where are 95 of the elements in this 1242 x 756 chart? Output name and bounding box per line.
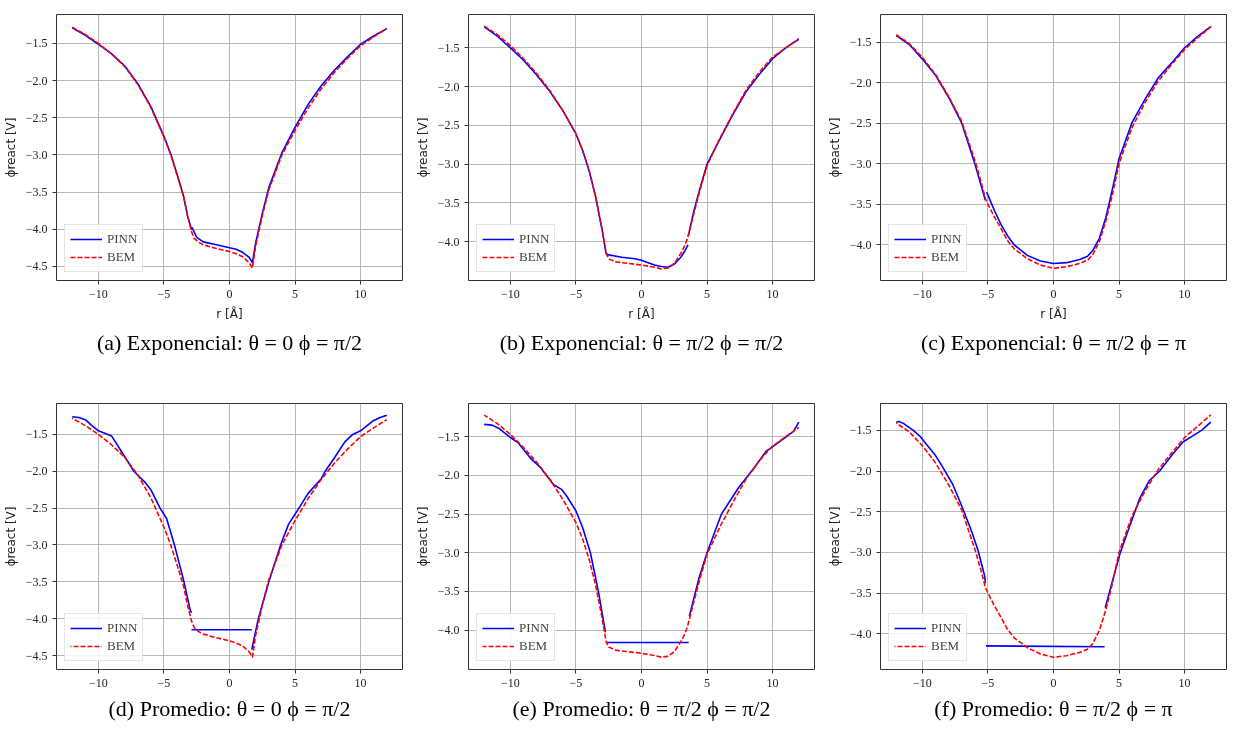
- x-tick-label: 0: [226, 286, 233, 301]
- y-axis-title: ϕreact [V]: [827, 506, 842, 567]
- text: (e) Promedio: θ = π/2 ϕ = π/2: [512, 695, 771, 721]
- x-tick-label: 10: [1178, 675, 1191, 690]
- text: (b) Exponencial: θ = π/2 ϕ = π/2: [499, 329, 784, 355]
- y-tick-label: −2.5: [437, 507, 460, 522]
- legend-label: BEM: [931, 248, 960, 266]
- y-axis-title: ϕreact [V]: [3, 506, 18, 567]
- x-tick-label: −5: [981, 286, 995, 301]
- x-tick-label: −10: [501, 675, 520, 690]
- y-tick-label: −3.0: [849, 545, 872, 560]
- x-tick-label: 0: [638, 286, 645, 301]
- x-tick-label: 5: [1116, 286, 1123, 301]
- x-tick-label: 10: [1178, 286, 1191, 301]
- y-tick-label: −1.5: [849, 35, 872, 50]
- x-tick-label: −10: [89, 675, 108, 690]
- legend-label: BEM: [107, 248, 136, 266]
- y-tick-label: −1.5: [25, 427, 48, 442]
- x-tick-label: −5: [157, 675, 171, 690]
- y-tick-label: −2.5: [849, 504, 872, 519]
- x-tick-label: 5: [292, 286, 299, 301]
- y-tick-label: −1.5: [849, 423, 872, 438]
- x-tick-label: −5: [157, 286, 171, 301]
- y-tick-label: −4.0: [849, 626, 872, 641]
- y-tick-label: −3.5: [25, 574, 48, 589]
- y-tick-label: −4.0: [437, 623, 460, 638]
- x-tick-label: −5: [569, 286, 583, 301]
- y-tick-label: −4.0: [437, 234, 460, 249]
- x-tick-label: 10: [354, 286, 367, 301]
- y-tick-label: −4.5: [25, 259, 48, 274]
- y-tick-label: −3.0: [437, 545, 460, 560]
- y-axis-title: ϕreact [V]: [3, 117, 18, 178]
- text: (a) Exponencial: θ = 0 ϕ = π/2: [96, 329, 363, 355]
- x-tick-label: 0: [1050, 286, 1057, 301]
- y-axis-title: ϕreact [V]: [415, 117, 430, 178]
- legend-label: PINN: [519, 230, 550, 248]
- text: (c) Exponencial: θ = π/2 ϕ = π: [920, 329, 1187, 355]
- x-tick-label: 0: [638, 675, 645, 690]
- x-tick-label: −10: [913, 675, 932, 690]
- y-axis-title: ϕreact [V]: [827, 117, 842, 178]
- legend-label: PINN: [107, 230, 138, 248]
- x-tick-label: −10: [89, 286, 108, 301]
- y-tick-label: −2.5: [25, 501, 48, 516]
- legend-label: PINN: [931, 619, 962, 637]
- x-tick-label: 0: [1050, 675, 1057, 690]
- x-tick-label: 10: [354, 675, 367, 690]
- y-tick-label: −3.5: [437, 584, 460, 599]
- y-tick-label: −2.0: [849, 75, 872, 90]
- legend-label: BEM: [519, 637, 548, 655]
- legend-label: PINN: [519, 619, 550, 637]
- legend-label: BEM: [519, 248, 548, 266]
- x-axis-title: r [Å]: [1040, 305, 1067, 321]
- y-tick-label: −3.0: [437, 157, 460, 172]
- x-tick-label: 10: [766, 675, 779, 690]
- y-tick-label: −1.5: [25, 36, 48, 51]
- x-tick-label: 5: [704, 286, 711, 301]
- y-tick-label: −2.0: [437, 79, 460, 94]
- y-tick-label: −4.0: [25, 222, 48, 237]
- x-tick-label: 0: [226, 675, 233, 690]
- y-tick-label: −2.0: [437, 468, 460, 483]
- y-tick-label: −2.5: [25, 110, 48, 125]
- x-axis-title: r [Å]: [628, 305, 655, 321]
- legend-label: PINN: [107, 619, 138, 637]
- y-tick-label: −1.5: [437, 40, 460, 55]
- x-tick-label: −10: [501, 286, 520, 301]
- y-tick-label: −2.0: [25, 464, 48, 479]
- x-tick-label: 5: [292, 675, 299, 690]
- text: (f) Promedio: θ = π/2 ϕ = π: [934, 695, 1173, 721]
- x-tick-label: −5: [981, 675, 995, 690]
- y-tick-label: −4.0: [849, 237, 872, 252]
- legend-label: BEM: [931, 637, 960, 655]
- y-tick-label: −3.5: [849, 197, 872, 212]
- y-tick-label: −4.0: [25, 611, 48, 626]
- y-tick-label: −3.5: [25, 185, 48, 200]
- y-tick-label: −2.0: [849, 464, 872, 479]
- x-tick-label: 10: [766, 286, 779, 301]
- y-axis-title: ϕreact [V]: [415, 506, 430, 567]
- y-tick-label: −4.5: [25, 648, 48, 663]
- legend-label: BEM: [107, 637, 136, 655]
- x-axis-title: r [Å]: [216, 305, 243, 321]
- x-tick-label: 5: [704, 675, 711, 690]
- x-tick-label: −5: [569, 675, 583, 690]
- y-tick-label: −1.5: [437, 429, 460, 444]
- y-tick-label: −3.0: [849, 156, 872, 171]
- y-tick-label: −3.0: [25, 537, 48, 552]
- x-tick-label: −10: [913, 286, 932, 301]
- y-tick-label: −3.5: [437, 195, 460, 210]
- y-tick-label: −2.5: [849, 116, 872, 131]
- y-tick-label: −2.0: [25, 73, 48, 88]
- y-tick-label: −2.5: [437, 118, 460, 133]
- x-tick-label: 5: [1116, 675, 1123, 690]
- text: (d) Promedio: θ = 0 ϕ = π/2: [108, 695, 351, 721]
- legend-label: PINN: [931, 230, 962, 248]
- y-tick-label: −3.5: [849, 586, 872, 601]
- y-tick-label: −3.0: [25, 147, 48, 162]
